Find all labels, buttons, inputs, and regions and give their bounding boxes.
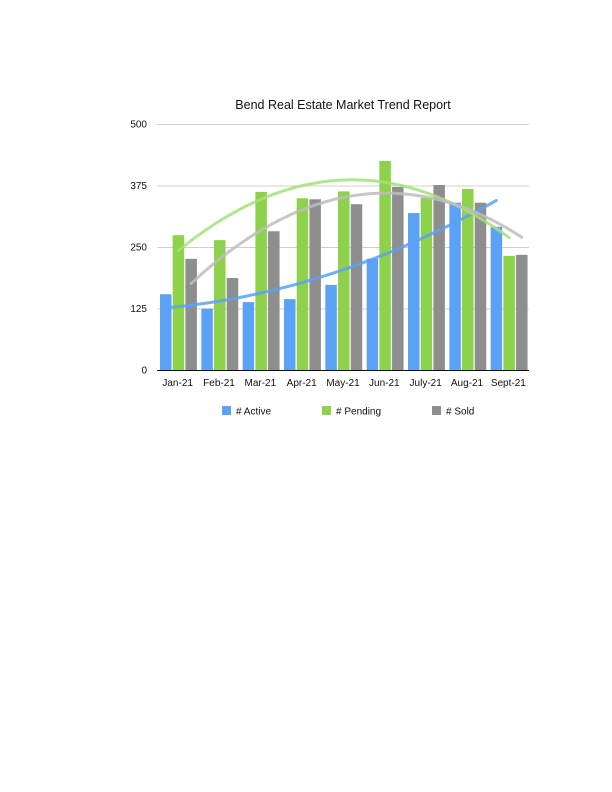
legend-item: # Active [222,406,271,418]
bar [503,255,515,370]
trendlines [164,178,524,310]
legend-label: # Active [236,407,271,418]
x-axis-ticks: Jan-21 Feb-21 Mar-21 Apr-21 May-21 Jun-21 July… [162,378,526,389]
bar [242,302,255,370]
bar [325,284,337,370]
bar [284,299,296,370]
legend-label: # Sold [446,407,474,418]
legend-item: # Pending [322,406,381,418]
bar [172,235,185,370]
bar [516,254,528,370]
bar [408,213,420,370]
x-tick-label: Jun-21 [369,378,400,389]
legend-label: # Pending [336,407,381,418]
bar [366,258,379,370]
y-tick-label: 250 [130,243,147,254]
legend-swatch [432,406,441,415]
bar [474,202,487,370]
bar [392,186,404,370]
bar [420,197,433,370]
y-tick-label: 375 [130,181,147,192]
bar [490,226,503,370]
bars [160,160,528,370]
bar [338,191,350,370]
bar [255,191,267,370]
bar [309,199,321,370]
legend-swatch [222,406,231,415]
bar [185,258,197,370]
chart-title: Bend Real Estate Market Trend Report [235,98,451,112]
trendline [189,191,524,285]
bar [214,240,226,370]
x-tick-label: Jan-21 [162,378,193,389]
trendline [164,198,498,310]
bar [201,308,213,370]
legend-item: # Sold [432,406,474,418]
x-tick-label: Apr-21 [287,378,317,389]
y-tick-label: 125 [130,304,147,315]
x-tick-label: July-21 [410,378,443,389]
bar [433,185,445,370]
bar [268,231,280,370]
bar [462,188,474,370]
y-tick-label: 500 [130,120,147,131]
x-tick-label: May-21 [326,378,360,389]
x-tick-label: Mar-21 [244,378,276,389]
bar [296,198,309,370]
x-tick-label: Feb-21 [203,378,235,389]
y-axis-ticks: 0 125 250 375 500 [130,120,147,377]
bar [350,204,363,370]
legend-swatch [322,406,331,415]
x-tick-label: Aug-21 [451,378,484,389]
bar [226,277,239,370]
bar [160,294,172,370]
bar [379,160,391,370]
legend: # Active # Pending # Sold [222,406,474,418]
x-tick-label: Sept-21 [491,378,526,389]
y-tick-label: 0 [141,366,147,377]
bar [449,202,461,370]
